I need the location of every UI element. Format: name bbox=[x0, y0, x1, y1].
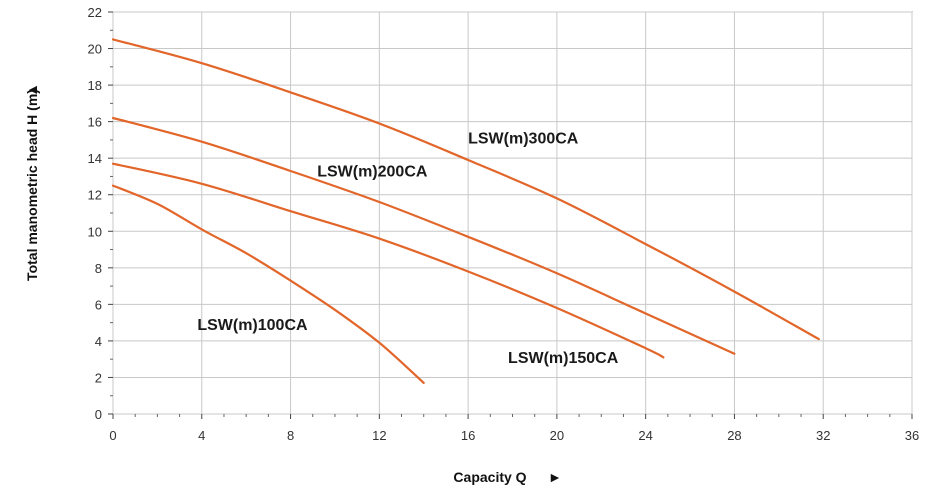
y-tick-label: 10 bbox=[88, 224, 102, 239]
x-tick-label: 36 bbox=[905, 428, 919, 443]
x-tick-label: 32 bbox=[816, 428, 830, 443]
series-label-lsw-m-300ca: LSW(m)300CA bbox=[468, 131, 579, 148]
x-tick-label: 28 bbox=[727, 428, 741, 443]
x-tick-label: 12 bbox=[372, 428, 386, 443]
y-tick-label: 8 bbox=[95, 261, 102, 276]
y-tick-label: 4 bbox=[95, 334, 102, 349]
y-tick-label: 0 bbox=[95, 407, 102, 422]
grid bbox=[112, 11, 913, 415]
y-axis-title: Total manometric head H (m) bbox=[24, 89, 40, 281]
x-tick-label: 4 bbox=[198, 428, 205, 443]
series-labels: LSW(m)300CA LSW(m)200CA LSW(m)100CA LSW(m)1… bbox=[197, 131, 618, 367]
series-line-lsw-m-150ca bbox=[111, 162, 665, 359]
series-line-lsw-m-200ca bbox=[111, 116, 736, 355]
x-tick-label: 16 bbox=[461, 428, 475, 443]
x-tick-label: 0 bbox=[109, 428, 116, 443]
x-axis-arrow-icon: ► bbox=[548, 469, 562, 485]
y-tick-label: 18 bbox=[88, 78, 102, 93]
series-line-lsw-m-300ca bbox=[111, 38, 820, 341]
y-tick-label: 20 bbox=[88, 42, 102, 57]
x-axis-title: Capacity Q bbox=[453, 469, 526, 485]
series-lines bbox=[111, 38, 820, 384]
y-tick-label: 2 bbox=[95, 370, 102, 385]
x-tick-label: 8 bbox=[287, 428, 294, 443]
y-tick-label: 14 bbox=[88, 151, 102, 166]
series-label-lsw-m-100ca: LSW(m)100CA bbox=[197, 317, 308, 334]
series-label-lsw-m-200ca: LSW(m)200CA bbox=[317, 163, 428, 180]
y-tick-label: 16 bbox=[88, 115, 102, 130]
series-line-lsw-m-100ca bbox=[111, 184, 425, 384]
x-tick-label: 20 bbox=[550, 428, 564, 443]
y-tick-label: 22 bbox=[88, 5, 102, 20]
y-tick-label: 12 bbox=[88, 188, 102, 203]
x-tick-label: 24 bbox=[638, 428, 652, 443]
series-label-lsw-m-150ca: LSW(m)150CA bbox=[508, 350, 619, 367]
y-axis-arrow-icon: ▲ bbox=[24, 83, 40, 97]
y-tick-label: 6 bbox=[95, 297, 102, 312]
